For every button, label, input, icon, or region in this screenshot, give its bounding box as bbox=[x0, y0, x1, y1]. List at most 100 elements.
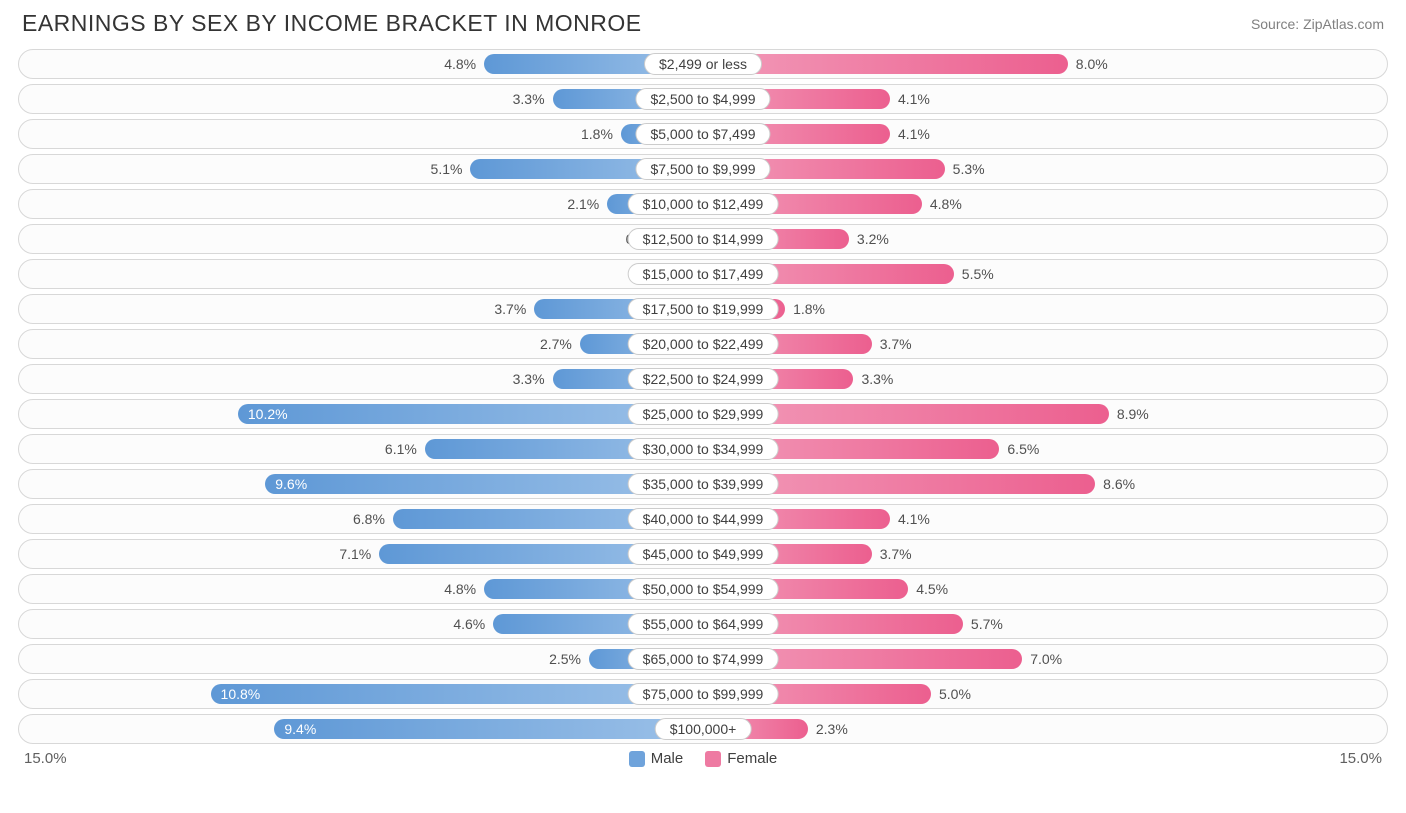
female-half: 5.3% bbox=[703, 155, 1387, 183]
male-bar: 9.4% bbox=[274, 719, 703, 739]
category-label: $12,500 to $14,999 bbox=[628, 228, 779, 250]
chart-row: 9.4%2.3%$100,000+ bbox=[18, 714, 1388, 744]
chart-row: 0.65%3.2%$12,500 to $14,999 bbox=[18, 224, 1388, 254]
chart-row: 4.6% 5.7% $55,000 to $64,999 bbox=[18, 609, 1388, 639]
legend-female: Female bbox=[705, 750, 777, 767]
chart-row: 1.8%4.1%$5,000 to $7,499 bbox=[18, 119, 1388, 149]
chart-container: EARNINGS BY SEX BY INCOME BRACKET IN MON… bbox=[0, 0, 1406, 777]
female-half: 4.5% bbox=[703, 575, 1387, 603]
female-half: 4.8% bbox=[703, 190, 1387, 218]
female-half: 8.9% bbox=[703, 400, 1387, 428]
male-half: 6.8% bbox=[19, 505, 703, 533]
axis-right-max: 15.0% bbox=[1339, 750, 1382, 767]
female-half: 4.1% bbox=[703, 85, 1387, 113]
category-label: $35,000 to $39,999 bbox=[628, 473, 779, 495]
male-half: 1.8% bbox=[19, 120, 703, 148]
male-half: 3.3% bbox=[19, 85, 703, 113]
male-half: 4.6% bbox=[19, 610, 703, 638]
category-label: $55,000 to $64,999 bbox=[628, 613, 779, 635]
male-half: 4.8% bbox=[19, 575, 703, 603]
female-half: 8.0% bbox=[703, 50, 1387, 78]
female-half: 5.7% bbox=[703, 610, 1387, 638]
female-half: 6.5% bbox=[703, 435, 1387, 463]
chart-row: 6.8% 4.1% $40,000 to $44,999 bbox=[18, 504, 1388, 534]
male-value-label: 4.6% bbox=[453, 616, 485, 632]
chart-rows: 4.8% 8.0% $2,499 or less 3.3% 4.1% $2,500 to … bbox=[18, 49, 1388, 744]
male-value-label: 4.8% bbox=[444, 581, 476, 597]
male-half: 0.58% bbox=[19, 260, 703, 288]
female-value-label: 8.6% bbox=[1103, 476, 1135, 492]
category-label: $75,000 to $99,999 bbox=[628, 683, 779, 705]
female-value-label: 4.1% bbox=[898, 126, 930, 142]
female-half: 1.8% bbox=[703, 295, 1387, 323]
male-value-label: 2.1% bbox=[567, 196, 599, 212]
legend-male-label: Male bbox=[651, 750, 684, 767]
male-value-label: 2.7% bbox=[540, 336, 572, 352]
chart-row: 5.1% 5.3% $7,500 to $9,999 bbox=[18, 154, 1388, 184]
category-label: $2,500 to $4,999 bbox=[635, 88, 770, 110]
male-half: 9.6% bbox=[19, 470, 703, 498]
male-value-label: 4.8% bbox=[444, 56, 476, 72]
category-label: $40,000 to $44,999 bbox=[628, 508, 779, 530]
male-value-label: 6.1% bbox=[385, 441, 417, 457]
male-half: 5.1% bbox=[19, 155, 703, 183]
female-half: 7.0% bbox=[703, 645, 1387, 673]
female-half: 3.3% bbox=[703, 365, 1387, 393]
female-half: 8.6% bbox=[703, 470, 1387, 498]
chart-row: 6.1% 6.5% $30,000 to $34,999 bbox=[18, 434, 1388, 464]
male-value-label: 3.7% bbox=[494, 301, 526, 317]
female-half: 3.7% bbox=[703, 330, 1387, 358]
female-value-label: 2.3% bbox=[816, 721, 848, 737]
female-value-label: 5.0% bbox=[939, 686, 971, 702]
legend-female-label: Female bbox=[727, 750, 777, 767]
chart-row: 7.1%3.7%$45,000 to $49,999 bbox=[18, 539, 1388, 569]
header: EARNINGS BY SEX BY INCOME BRACKET IN MON… bbox=[18, 10, 1388, 37]
male-value-label: 1.8% bbox=[581, 126, 613, 142]
chart-row: 3.3% 4.1% $2,500 to $4,999 bbox=[18, 84, 1388, 114]
male-half: 10.2% bbox=[19, 400, 703, 428]
category-label: $30,000 to $34,999 bbox=[628, 438, 779, 460]
female-half: 5.0% bbox=[703, 680, 1387, 708]
category-label: $2,499 or less bbox=[644, 53, 762, 75]
chart-title: EARNINGS BY SEX BY INCOME BRACKET IN MON… bbox=[22, 10, 642, 37]
category-label: $45,000 to $49,999 bbox=[628, 543, 779, 565]
female-value-label: 5.7% bbox=[971, 616, 1003, 632]
category-label: $25,000 to $29,999 bbox=[628, 403, 779, 425]
axis-left-max: 15.0% bbox=[24, 750, 67, 767]
chart-row: 3.7%1.8%$17,500 to $19,999 bbox=[18, 294, 1388, 324]
male-value-label: 6.8% bbox=[353, 511, 385, 527]
category-label: $7,500 to $9,999 bbox=[635, 158, 770, 180]
female-value-label: 6.5% bbox=[1007, 441, 1039, 457]
female-half: 5.5% bbox=[703, 260, 1387, 288]
chart-row: 3.3%3.3%$22,500 to $24,999 bbox=[18, 364, 1388, 394]
male-value-label: 9.6% bbox=[275, 476, 307, 492]
male-half: 2.7% bbox=[19, 330, 703, 358]
category-label: $10,000 to $12,499 bbox=[628, 193, 779, 215]
category-label: $65,000 to $74,999 bbox=[628, 648, 779, 670]
category-label: $22,500 to $24,999 bbox=[628, 368, 779, 390]
male-value-label: 9.4% bbox=[284, 721, 316, 737]
male-half: 3.3% bbox=[19, 365, 703, 393]
female-value-label: 8.0% bbox=[1076, 56, 1108, 72]
female-half: 2.3% bbox=[703, 715, 1387, 743]
male-half: 6.1% bbox=[19, 435, 703, 463]
male-half: 4.8% bbox=[19, 50, 703, 78]
female-value-label: 4.1% bbox=[898, 511, 930, 527]
female-value-label: 4.8% bbox=[930, 196, 962, 212]
male-half: 2.1% bbox=[19, 190, 703, 218]
male-value-label: 2.5% bbox=[549, 651, 581, 667]
male-value-label: 10.2% bbox=[248, 406, 288, 422]
legend: Male Female bbox=[629, 750, 778, 767]
female-value-label: 1.8% bbox=[793, 301, 825, 317]
male-swatch bbox=[629, 751, 645, 767]
chart-row: 9.6% 8.6% $35,000 to $39,999 bbox=[18, 469, 1388, 499]
female-value-label: 4.1% bbox=[898, 91, 930, 107]
female-value-label: 4.5% bbox=[916, 581, 948, 597]
female-half: 4.1% bbox=[703, 505, 1387, 533]
category-label: $50,000 to $54,999 bbox=[628, 578, 779, 600]
female-value-label: 5.3% bbox=[953, 161, 985, 177]
female-swatch bbox=[705, 751, 721, 767]
male-half: 7.1% bbox=[19, 540, 703, 568]
male-value-label: 10.8% bbox=[221, 686, 261, 702]
chart-row: 2.7%3.7%$20,000 to $22,499 bbox=[18, 329, 1388, 359]
